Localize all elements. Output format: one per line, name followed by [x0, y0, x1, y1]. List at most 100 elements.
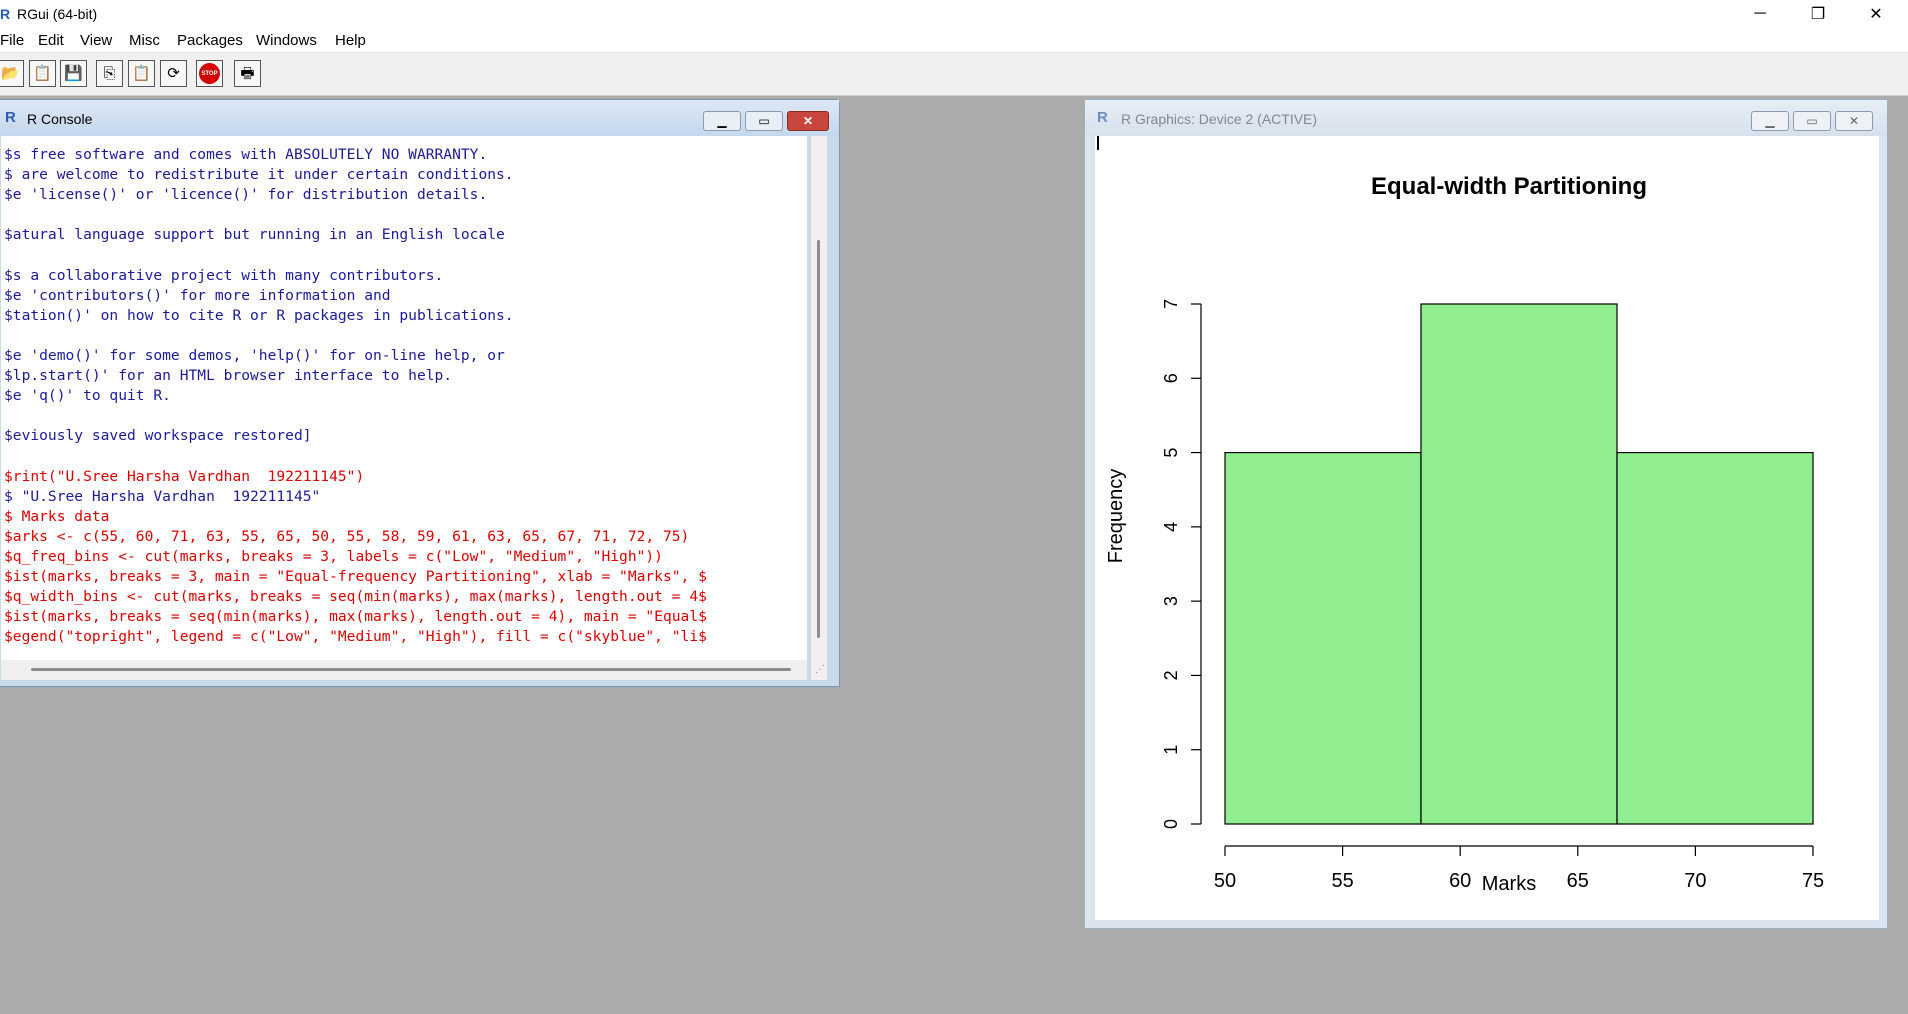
y-tick-label: 6: [1161, 373, 1181, 383]
print-button[interactable]: 🖶: [234, 60, 261, 87]
console-line: $e 'q()' to quit R.: [4, 387, 171, 405]
r-logo-icon: R: [0, 6, 11, 22]
minimize-button[interactable]: ─: [1731, 0, 1789, 28]
chart-title: Equal-width Partitioning: [1371, 173, 1647, 200]
x-axis-label: Marks: [1482, 873, 1536, 895]
console-output: $s free software and comes with ABSOLUTE…: [4, 145, 806, 657]
y-tick-label: 0: [1161, 819, 1181, 829]
console-line: $ist(marks, breaks = 3, main = "Equal-fr…: [4, 567, 707, 585]
restore-icon: ▭: [1806, 114, 1818, 128]
copy-icon: ⎘: [103, 65, 116, 82]
graphics-title: R Graphics: Device 2 (ACTIVE): [1121, 111, 1318, 127]
graphics-restore-button[interactable]: ▭: [1793, 111, 1831, 131]
console-line: $q_freq_bins <- cut(marks, breaks = 3, l…: [4, 547, 663, 565]
paste-icon: 📋: [132, 65, 151, 82]
scrollbar-thumb[interactable]: [817, 240, 820, 638]
console-line: $q_width_bins <- cut(marks, breaks = seq…: [4, 588, 707, 606]
toolbar: 📂 📋 💾 ⎘ 📋 ⟳ STOP 🖶: [0, 53, 1908, 96]
x-tick-label: 70: [1684, 870, 1706, 892]
console-line: $e 'contributors()' for more information…: [4, 286, 391, 304]
stop-icon: STOP: [199, 63, 220, 84]
console-line: $rint("U.Sree Harsha Vardhan 192211145"): [4, 467, 365, 485]
menu-windows[interactable]: Windows: [256, 32, 317, 49]
text-cursor: [1097, 136, 1099, 150]
y-tick-label: 2: [1161, 670, 1181, 680]
histogram-bar-3: [1616, 451, 1814, 825]
console-line: [4, 245, 806, 265]
y-axis-label: Frequency: [1105, 469, 1127, 564]
x-tick-label: 60: [1449, 870, 1471, 892]
console-client-area[interactable]: [1, 136, 807, 680]
menu-edit[interactable]: Edit: [38, 32, 64, 49]
copy-paste-button[interactable]: ⟳: [160, 60, 187, 87]
app-title: RGui (64-bit): [17, 6, 98, 22]
save-workspace-button[interactable]: 💾: [60, 60, 87, 87]
histogram-chart: Equal-width Partitioning Marks Frequency…: [1105, 173, 1824, 895]
histogram-bar-2: [1420, 303, 1618, 825]
x-tick-label: 55: [1331, 870, 1353, 892]
menu-view[interactable]: View: [80, 32, 113, 49]
open-script-button[interactable]: 📂: [0, 60, 24, 87]
minimize-icon: ▁: [717, 114, 727, 128]
console-line: $ Marks data: [4, 507, 110, 525]
restore-button[interactable]: ❐: [1789, 0, 1847, 28]
save-workspace-icon: 💾: [64, 65, 83, 82]
r-logo-icon: R: [1097, 109, 1108, 126]
console-minimize-button[interactable]: ▁: [703, 111, 741, 131]
close-icon: ✕: [1869, 6, 1883, 23]
y-tick-label: 5: [1161, 448, 1181, 458]
graphics-minimize-button[interactable]: ▁: [1751, 111, 1789, 131]
console-line: $s free software and comes with ABSOLUTE…: [4, 146, 488, 163]
menu-packages[interactable]: Packages: [177, 32, 243, 49]
menu-bar: File Edit View Misc Packages Windows Hel…: [0, 28, 1908, 53]
console-horizontal-scrollbar[interactable]: [1, 660, 807, 680]
close-icon: ✕: [802, 114, 814, 128]
plot-area: Equal-width Partitioning Marks Frequency…: [1095, 136, 1879, 920]
resize-grip-icon[interactable]: ⋰: [815, 664, 825, 675]
stop-button[interactable]: STOP: [196, 60, 223, 87]
y-tick-label: 4: [1161, 522, 1181, 532]
load-workspace-button[interactable]: 📋: [29, 60, 56, 87]
console-line: $egend("topright", legend = c("Low", "Me…: [4, 628, 707, 646]
r-logo-icon: R: [5, 109, 16, 126]
paste-button[interactable]: 📋: [128, 60, 155, 87]
graphics-device-window: R R Graphics: Device 2 (ACTIVE) ▁ ▭ ✕ Eq…: [1084, 99, 1888, 929]
x-tick-label: 75: [1802, 870, 1824, 892]
minimize-icon: ─: [1754, 5, 1766, 22]
console-vertical-scrollbar[interactable]: [811, 136, 827, 680]
y-tick-label: 3: [1161, 596, 1181, 606]
graphics-titlebar[interactable]: R R Graphics: Device 2 (ACTIVE) ▁ ▭ ✕: [1085, 100, 1887, 136]
console-line: [4, 406, 806, 426]
menu-help[interactable]: Help: [335, 32, 366, 49]
menu-misc[interactable]: Misc: [129, 32, 160, 49]
close-icon: ✕: [1848, 114, 1860, 128]
print-icon: 🖶: [240, 65, 255, 82]
scrollbar-thumb[interactable]: [31, 668, 791, 671]
console-title: R Console: [27, 111, 93, 127]
x-tick-label: 65: [1567, 870, 1589, 892]
console-line: $tation()' on how to cite R or R package…: [4, 306, 514, 324]
restore-icon: ❐: [1810, 6, 1826, 23]
open-script-icon: 📂: [1, 65, 20, 82]
console-line: [4, 205, 806, 225]
menu-file[interactable]: File: [0, 32, 25, 49]
console-line: $ist(marks, breaks = seq(min(marks), max…: [4, 608, 707, 626]
x-tick-label: 50: [1214, 870, 1236, 892]
histogram-bar-1: [1224, 451, 1422, 825]
console-titlebar[interactable]: R R Console ▁ ▭ ✕: [0, 100, 839, 136]
console-line: $atural language support but running in …: [4, 226, 505, 244]
console-line: $lp.start()' for an HTML browser interfa…: [4, 367, 453, 385]
copy-button[interactable]: ⎘: [96, 60, 123, 87]
console-line: $e 'license()' or 'licence()' for distri…: [4, 186, 488, 204]
copy-paste-icon: ⟳: [167, 65, 180, 82]
console-line: [4, 446, 806, 466]
graphics-close-button[interactable]: ✕: [1835, 111, 1873, 131]
console-line: $ "U.Sree Harsha Vardhan 192211145": [4, 487, 321, 505]
console-line: $e 'demo()' for some demos, 'help()' for…: [4, 346, 505, 364]
console-line: $eviously saved workspace restored]: [4, 427, 312, 445]
close-button[interactable]: ✕: [1847, 0, 1905, 28]
console-restore-button[interactable]: ▭: [745, 111, 783, 131]
app-titlebar: R RGui (64-bit) ─ ❐ ✕: [0, 0, 1908, 28]
console-close-button[interactable]: ✕: [787, 111, 829, 131]
y-tick-label: 7: [1161, 299, 1181, 309]
